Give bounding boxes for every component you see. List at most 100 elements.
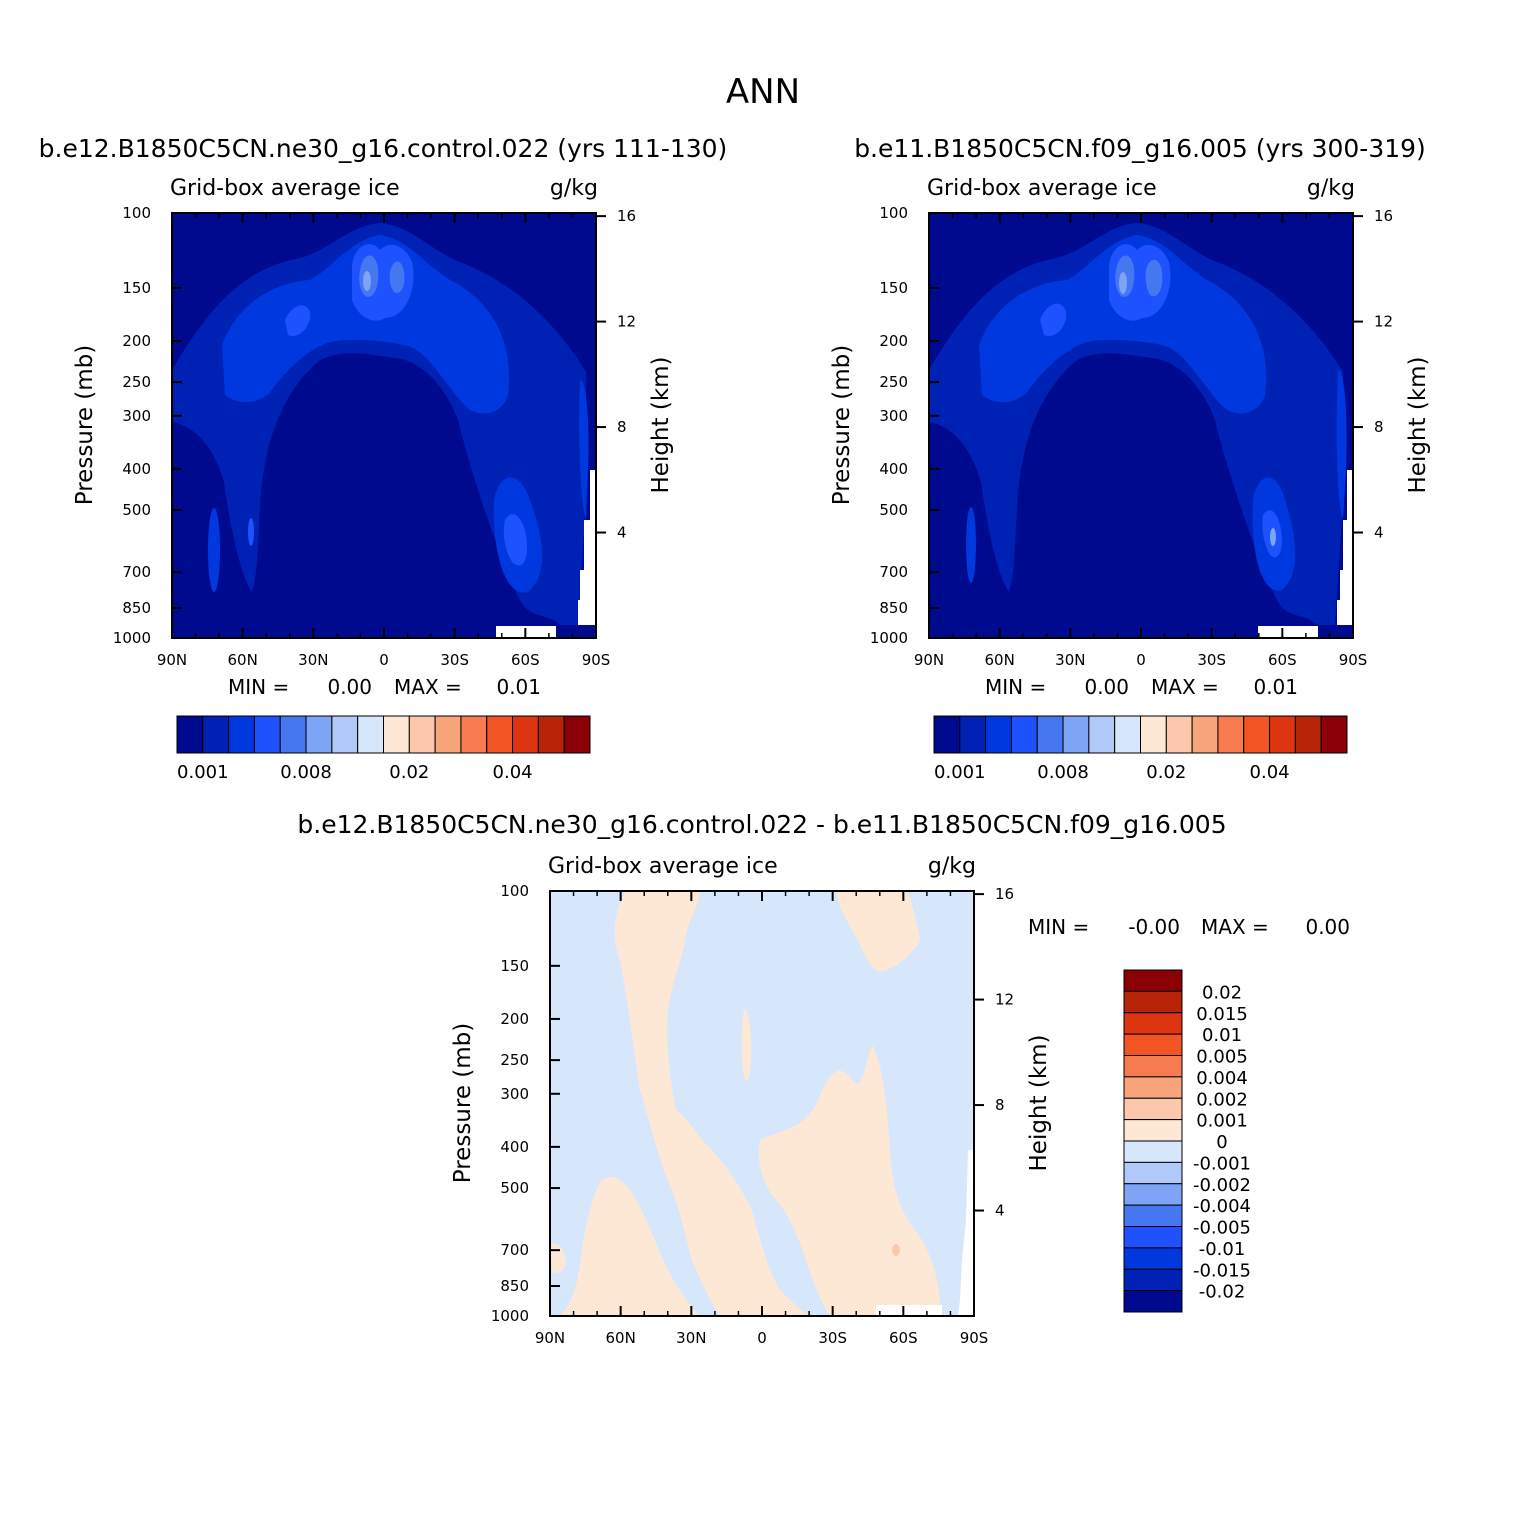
contour-field	[929, 213, 1353, 638]
panel-title: b.e12.B1850C5CN.ne30_g16.control.022 - b…	[297, 810, 1226, 839]
y-tick-label: 850	[879, 599, 908, 617]
y-tick-label: 700	[500, 1241, 529, 1259]
colorbar-box	[434, 715, 462, 754]
colorbar-label: 0.015	[1196, 1004, 1248, 1025]
min-value: -0.00	[1128, 915, 1180, 939]
contour-field	[172, 213, 596, 638]
contour-level-4b	[1040, 303, 1067, 336]
y-tick-label: 250	[122, 373, 151, 391]
colorbar-box	[1114, 715, 1141, 754]
missing-data-region	[1258, 626, 1318, 638]
y-axis-title: Pressure (mb)	[829, 345, 855, 505]
min-label: MIN =	[228, 675, 289, 699]
colorbar-box	[1217, 715, 1245, 754]
y-right-tick-label: 4	[617, 524, 627, 542]
colorbar-box	[486, 715, 514, 754]
min-label: MIN =	[985, 675, 1046, 699]
y-axis-right: 16 12 8 4	[1353, 207, 1393, 542]
min-value: 0.00	[327, 675, 372, 699]
max-value: 0.01	[496, 675, 541, 699]
positive-region	[614, 891, 810, 1316]
colorbar-box	[1010, 715, 1038, 754]
x-axis: 90N 60N 30N 0 30S 60S 90S	[914, 213, 1367, 669]
max-label: MAX =	[1201, 915, 1269, 939]
y-tick-label: 200	[500, 1010, 529, 1028]
contour-level-3d	[966, 507, 976, 583]
contour-level-4d	[248, 518, 254, 546]
colorbar-label: 0.001	[934, 762, 986, 783]
colorbar-box	[1294, 715, 1322, 754]
y-tick-label: 100	[122, 204, 151, 222]
x-axis: 90N 60N 30N 0 30S 60S 90S	[535, 891, 988, 1347]
y-tick-label: 1000	[491, 1307, 529, 1325]
max-value: 0.01	[1253, 675, 1298, 699]
x-tick-label: 60S	[1268, 651, 1297, 669]
contour-level-4d	[1270, 528, 1276, 546]
y-tick-label: 700	[122, 563, 151, 581]
y-axis: 100 150 200 250 300 400 500 700 850 1000	[870, 204, 939, 647]
x-tick-label: 0	[379, 651, 389, 669]
colorbar-label: 0.008	[1037, 762, 1089, 783]
y-tick-label: 150	[122, 279, 151, 297]
colorbar-box	[1036, 715, 1064, 754]
difference-panel: b.e12.B1850C5CN.ne30_g16.control.022 - b…	[297, 810, 1350, 1347]
colorbar-box	[408, 715, 436, 754]
units-label: g/kg	[1307, 176, 1355, 201]
colorbar-box	[933, 715, 961, 754]
colorbar: 0.001 0.008 0.02 0.04	[176, 715, 591, 783]
panel-title: b.e11.B1850C5CN.f09_g16.005 (yrs 300-319…	[854, 134, 1426, 163]
y-axis-right-title: Height (km)	[1026, 1034, 1052, 1171]
colorbar-box	[1123, 1076, 1183, 1099]
x-tick-label: 90N	[914, 651, 944, 669]
colorbar-box	[1123, 1204, 1183, 1227]
y-tick-label: 500	[879, 501, 908, 519]
y-right-tick-label: 4	[1374, 524, 1384, 542]
colorbar-box	[1123, 1055, 1183, 1078]
figure-title: ANN	[726, 72, 800, 112]
colorbar-label: -0.015	[1193, 1260, 1251, 1281]
contour-level-4b	[285, 305, 311, 336]
x-tick-label: 30S	[818, 1329, 847, 1347]
x-tick-label: 90N	[157, 651, 187, 669]
x-tick-label: 60S	[511, 651, 540, 669]
y-right-tick-label: 8	[995, 1096, 1005, 1114]
colorbar-box	[1123, 1119, 1183, 1142]
colorbar-box	[1123, 1033, 1183, 1056]
colorbar-box	[1123, 990, 1183, 1014]
y-axis-right-title: Height (km)	[1405, 356, 1431, 493]
max-value: 0.00	[1305, 915, 1350, 939]
y-axis: 100 150 200 250 300 400 500 700 850 1000	[491, 882, 560, 1325]
variable-label: Grid-box average ice	[170, 176, 400, 201]
contour-level-3	[222, 235, 510, 414]
y-tick-label: 850	[122, 599, 151, 617]
missing-data-region	[958, 1150, 974, 1316]
contour-level-3	[979, 235, 1267, 414]
contour-level-4c	[503, 514, 528, 566]
colorbar-box	[331, 715, 359, 754]
colorbar-box	[1123, 1183, 1183, 1206]
colorbar-box	[460, 715, 488, 754]
max-label: MAX =	[1151, 675, 1219, 699]
colorbar-label: -0.004	[1193, 1196, 1251, 1217]
contour-level-6	[363, 271, 371, 291]
y-right-tick-label: 16	[617, 207, 636, 225]
y-right-tick-label: 8	[1374, 418, 1384, 436]
colorbar: 0.001 0.008 0.02 0.04	[933, 715, 1348, 783]
x-tick-label: 90S	[1339, 651, 1368, 669]
colorbar-box	[1123, 1268, 1183, 1292]
positive-region	[892, 1244, 900, 1256]
units-label: g/kg	[550, 176, 598, 201]
y-right-tick-label: 12	[995, 991, 1014, 1009]
contour-level-5b	[1145, 259, 1163, 297]
contour-level-3d	[208, 508, 220, 592]
colorbar-box	[1123, 1290, 1183, 1313]
y-right-tick-label: 4	[995, 1202, 1005, 1220]
y-axis-right: 16 12 8 4	[974, 885, 1014, 1220]
colorbar-box	[176, 715, 204, 754]
colorbar-box	[1191, 715, 1219, 754]
colorbar-box	[383, 715, 410, 754]
y-right-tick-label: 8	[617, 418, 627, 436]
y-tick-label: 100	[879, 204, 908, 222]
x-axis: 90N 60N 30N 0 30S 60S 90S	[157, 213, 610, 669]
